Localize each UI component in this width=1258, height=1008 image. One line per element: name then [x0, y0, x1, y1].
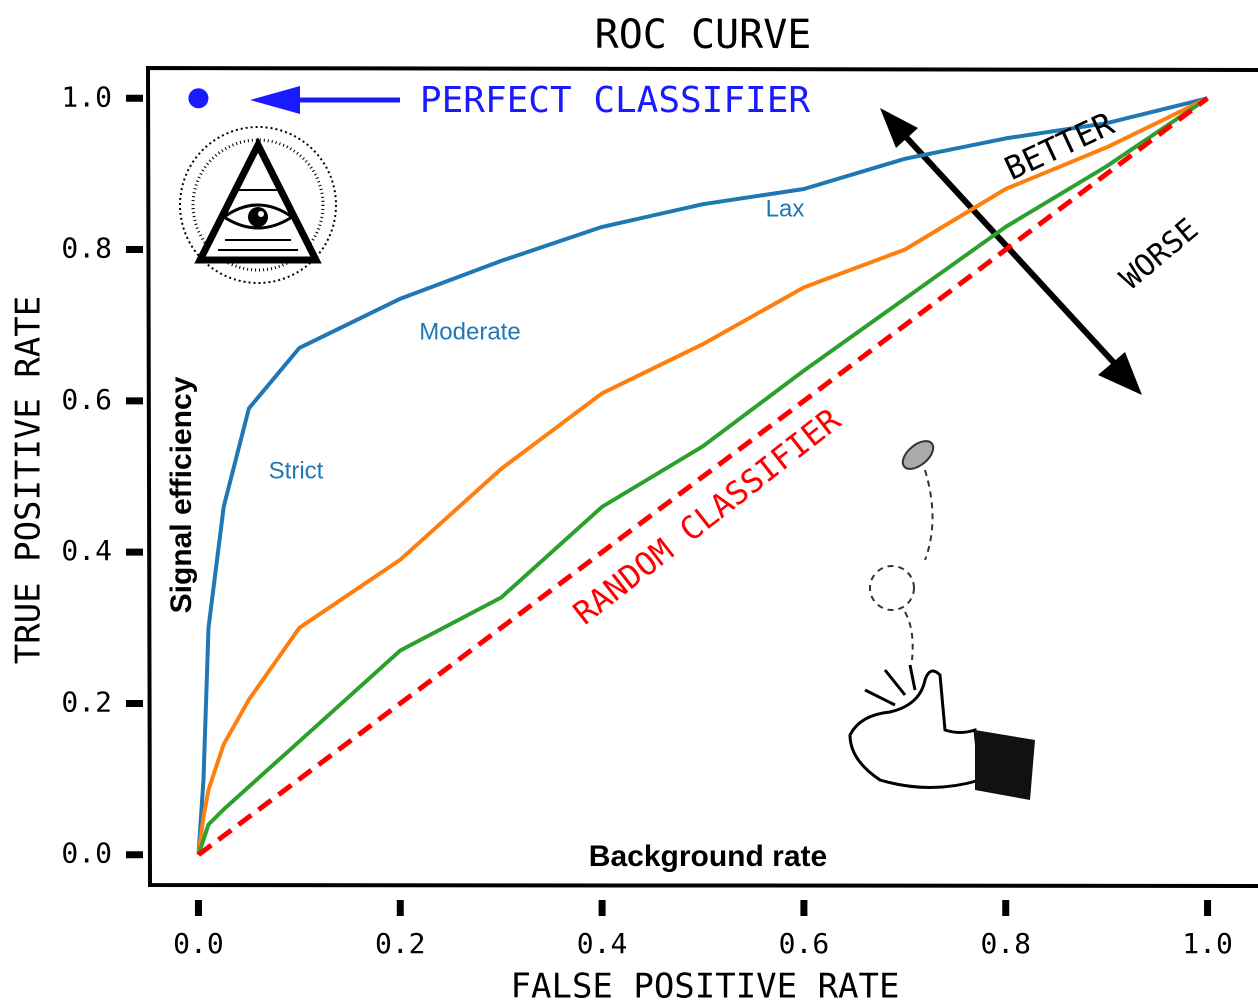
x-tick-label: 0.4 [577, 927, 628, 960]
annotation: RANDOM CLASSIFIER [566, 400, 848, 632]
x-axis-label: FALSE POSITIVE RATE [511, 967, 900, 1007]
x-tick-label: 0.8 [980, 927, 1031, 960]
y-tick-label: 0.2 [61, 685, 112, 718]
annotation: Moderate [419, 318, 520, 345]
y-axis-label: TRUE POSITIVE RATE [9, 296, 49, 664]
annotation: Background rate [589, 840, 827, 873]
annotation: WORSE [1114, 212, 1206, 297]
annotation: Signal efficiency [165, 376, 198, 613]
annotation: Lax [766, 195, 805, 222]
x-tick-label: 0.6 [779, 927, 830, 960]
roc-line [196, 96, 1209, 856]
y-tick-label: 0.6 [61, 383, 112, 416]
pyramid-icon [179, 126, 337, 284]
roc-line [196, 96, 1209, 855]
y-tick-label: 0.0 [61, 837, 112, 870]
x-tick-label: 0.2 [375, 927, 426, 960]
coin-flip-icon [848, 440, 1035, 800]
annotation: PERFECT CLASSIFIER [420, 80, 810, 121]
x-tick-label: 1.0 [1182, 927, 1233, 960]
plot-frame [145, 65, 1258, 888]
perfect-arrow [250, 86, 400, 114]
roc-line [196, 96, 1208, 855]
x-tick-label: 0.0 [173, 927, 224, 960]
y-tick-label: 0.4 [61, 534, 112, 567]
perfect-point [188, 88, 209, 109]
roc-line [197, 96, 1209, 857]
annotation: Strict [269, 457, 324, 484]
y-tick-label: 1.0 [61, 80, 112, 113]
better-worse-arrow [880, 108, 1142, 395]
chart-title: ROC CURVE [595, 12, 812, 58]
y-tick-label: 0.8 [61, 232, 112, 265]
